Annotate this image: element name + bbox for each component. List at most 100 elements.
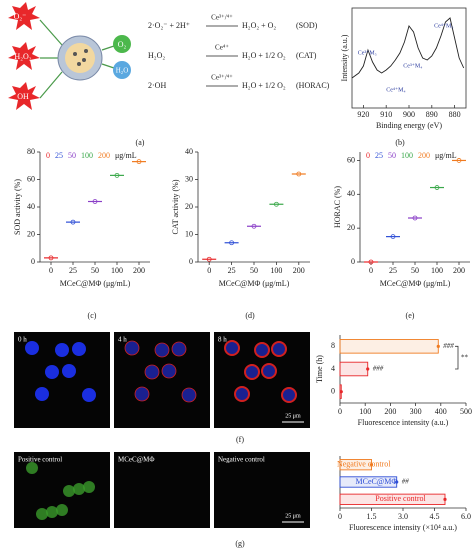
cell — [181, 387, 197, 403]
cell — [46, 506, 58, 518]
dot — [73, 52, 77, 56]
data-point — [436, 344, 440, 348]
panel-label: (e) — [406, 311, 415, 320]
bar-label: Positive control — [375, 494, 426, 503]
x-tick-label: 25 — [228, 266, 236, 275]
y-tick-label: 40 — [185, 147, 193, 156]
bar — [339, 361, 369, 377]
arrow — [39, 71, 63, 99]
x-tick-label: 4.5 — [430, 512, 440, 521]
x-tick-label: 880 — [449, 110, 461, 119]
micrograph — [114, 452, 210, 528]
legend-entry: 25 — [375, 151, 383, 160]
dot — [77, 62, 81, 66]
data-point — [114, 172, 120, 178]
cell — [234, 386, 250, 402]
cell — [25, 341, 39, 355]
cell — [144, 364, 160, 380]
micrograph — [214, 452, 310, 528]
panel-label: (a) — [136, 138, 145, 147]
dot — [82, 58, 86, 62]
spectrum — [351, 17, 465, 79]
x-axis-title: MCeC@MΦ (μg/mL) — [380, 279, 451, 288]
data-point — [70, 219, 76, 225]
significance: ### — [373, 365, 384, 373]
legend-unit: μg/mL — [435, 151, 457, 160]
data-point — [251, 223, 257, 229]
y-tick-label: 10 — [185, 229, 193, 238]
legend-entry: 50 — [388, 151, 396, 160]
data-point — [273, 201, 279, 207]
y-tick-label: 0 — [31, 257, 35, 266]
x-tick-label: 100 — [431, 266, 443, 275]
h2o-bubble — [113, 61, 131, 79]
x-tick-label: 3.0 — [398, 512, 408, 521]
legend-entry: 200 — [418, 151, 430, 160]
cell — [73, 483, 85, 495]
y-axis-title: CAT activity (%) — [171, 179, 180, 234]
reaction-rhs: H₂O₂ + O₂ — [242, 21, 276, 30]
y-tick-label: 20 — [185, 202, 193, 211]
y-tick-label: 0 — [351, 257, 355, 266]
panel-label: (f) — [236, 435, 244, 444]
legend-entry: 100 — [81, 151, 93, 160]
x-axis-title: MCeC@MΦ (μg/mL) — [219, 279, 290, 288]
x-axis-title: MCeC@MΦ (μg/mL) — [60, 279, 131, 288]
data-point — [434, 185, 440, 190]
cell — [154, 342, 170, 358]
data-point — [229, 240, 235, 246]
y-tick-label: 80 — [27, 147, 35, 156]
significance: ### — [443, 342, 454, 350]
micrograph-label: 4 h — [118, 336, 127, 344]
burst — [8, 42, 40, 70]
cell — [72, 342, 86, 356]
y-tick-label: 40 — [347, 189, 355, 198]
y-tick-label: 60 — [347, 155, 355, 164]
x-tick-label: 900 — [403, 110, 415, 119]
significance: ## — [402, 478, 410, 486]
cell — [26, 462, 38, 474]
scale-label: 25 μm — [285, 413, 301, 419]
labels: O₂⁻ H₂O₂ OH O₂ H₂O (a) (b) (c) (d) (e) (… — [14, 12, 415, 548]
y-axis-title: Intensity (a.u.) — [340, 34, 349, 81]
peak-label: Ce⁴⁺M₄ — [386, 86, 405, 93]
x-tick-label: 100 — [359, 407, 371, 416]
reaction-rhs: H₂O + 1/2 O₂ — [242, 81, 286, 90]
cell — [244, 364, 260, 380]
cell — [271, 341, 287, 357]
data-point — [412, 215, 418, 221]
arrow — [101, 63, 115, 69]
x-tick-label: 500 — [460, 407, 472, 416]
cell — [62, 364, 76, 378]
cell — [124, 340, 140, 356]
reaction-lhs: H₂O₂ — [148, 51, 165, 60]
reaction-catalyst: Ce⁴⁺ — [215, 44, 229, 52]
data-point — [369, 463, 374, 467]
burst — [8, 82, 40, 110]
y-tick-label: 60 — [27, 174, 35, 183]
micrograph-label: Positive control — [18, 456, 62, 464]
cell — [35, 387, 49, 401]
dot — [84, 49, 88, 53]
x-tick-label: 50 — [250, 266, 258, 275]
cell — [134, 386, 150, 402]
y-tick-label: 0 — [189, 257, 193, 266]
x-axis-title: Binding energy (eV) — [376, 121, 442, 130]
axes — [359, 152, 470, 263]
core — [65, 43, 95, 73]
bar-label: Negative control — [337, 459, 391, 468]
data-point — [92, 199, 98, 204]
bracket-label: ** — [461, 353, 469, 361]
scale-label: 25 μm — [285, 513, 301, 519]
ros-label: OH — [17, 92, 29, 101]
cell — [55, 343, 69, 357]
product-label: O₂ — [118, 40, 127, 49]
panel-label: (d) — [245, 311, 255, 320]
product-label: H₂O — [116, 67, 129, 75]
bar-label: MCeC@MΦ — [356, 477, 398, 486]
x-tick-label: 100 — [111, 266, 123, 275]
data-point — [339, 390, 343, 394]
cell — [56, 504, 68, 516]
arrow — [101, 45, 115, 51]
